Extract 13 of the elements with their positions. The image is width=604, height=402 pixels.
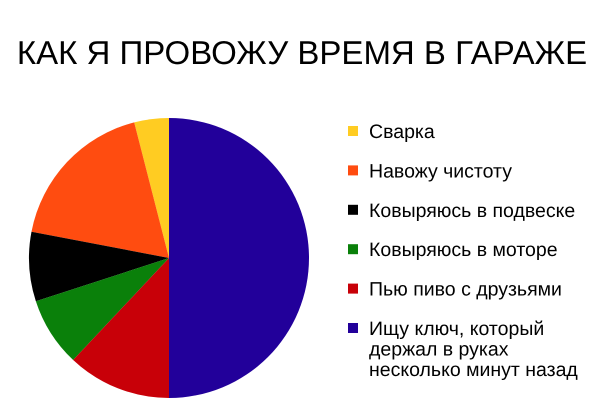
pie-slice — [29, 232, 169, 302]
pie-slice — [31, 122, 169, 258]
pie-slice — [73, 258, 169, 398]
legend-label: Ковыряюсь в моторе — [369, 239, 558, 262]
legend-label: Ищу ключ, который держал в руках несколько минут назад — [369, 318, 578, 381]
legend-label: Навожу чистоту — [369, 160, 512, 182]
legend-label: Сварка — [369, 121, 435, 143]
legend-label: Ковыряюсь в подвеске — [369, 200, 576, 222]
pie-slice — [169, 118, 309, 398]
pie-slice — [36, 258, 169, 360]
chart-title: КАК Я ПРОВОЖУ ВРЕМЯ В ГАРАЖЕ — [16, 34, 588, 71]
pie-slice — [134, 118, 169, 258]
legend-label: Пью пиво с друзьями — [369, 278, 562, 301]
